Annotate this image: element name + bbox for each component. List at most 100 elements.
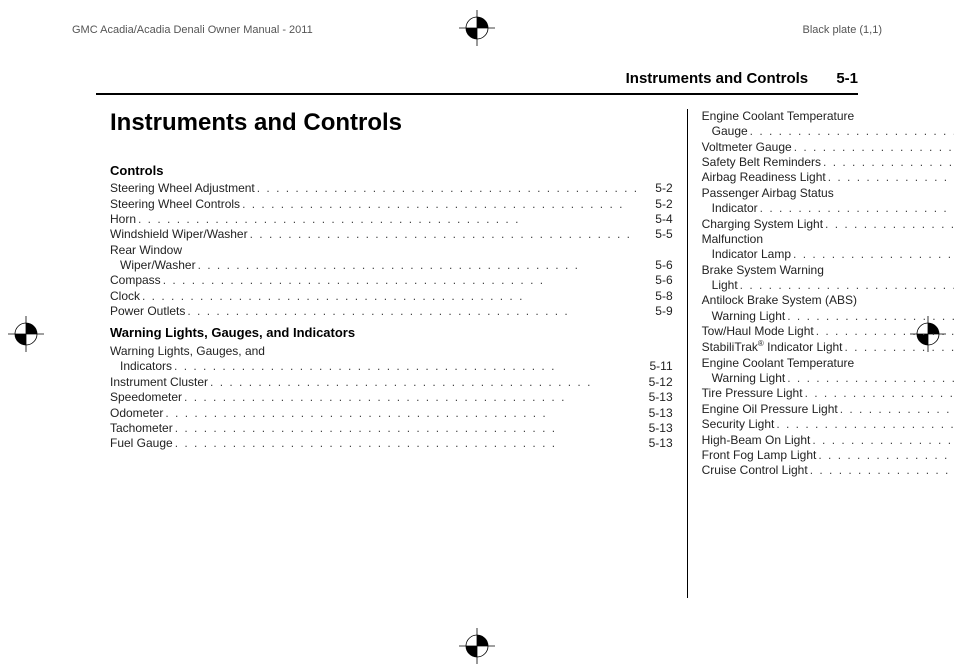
toc-entry: Gauge . . . . . . . . . . . . . . . . . …: [702, 124, 954, 139]
toc-leader-dots: . . . . . . . . . . . . . . . . . . . . …: [165, 406, 638, 421]
toc-label: Indicator Lamp: [712, 247, 791, 262]
toc-label: Malfunction: [702, 232, 763, 247]
toc-entry: Power Outlets . . . . . . . . . . . . . …: [110, 304, 673, 319]
toc-leader-dots: . . . . . . . . . . . . . . . . . . . . …: [828, 170, 954, 185]
toc-leader-dots: . . . . . . . . . . . . . . . . . . . . …: [187, 304, 638, 319]
toc-leader-dots: . . . . . . . . . . . . . . . . . . . . …: [750, 124, 954, 139]
toc-page: 5-6: [641, 273, 673, 288]
toc-leader-dots: . . . . . . . . . . . . . . . . . . . . …: [198, 258, 639, 273]
toc-label: Warning Lights, Gauges, and: [110, 344, 265, 359]
running-head: Instruments and Controls 5-1: [96, 70, 858, 95]
toc-entry: Tow/Haul Mode Light . . . . . . . . . . …: [702, 324, 954, 339]
toc-entry: Horn . . . . . . . . . . . . . . . . . .…: [110, 212, 673, 227]
registration-mark-bottom: [459, 628, 495, 664]
toc-leader-dots: . . . . . . . . . . . . . . . . . . . . …: [793, 247, 954, 262]
toc-label: Fuel Gauge: [110, 436, 173, 451]
toc-label: Safety Belt Reminders: [702, 155, 821, 170]
toc-label: Light: [712, 278, 738, 293]
toc-label: Security Light: [702, 417, 775, 432]
toc-entry: Warning Light . . . . . . . . . . . . . …: [702, 309, 954, 324]
toc-entry: Tire Pressure Light . . . . . . . . . . …: [702, 386, 954, 401]
toc-label: Antilock Brake System (ABS): [702, 293, 857, 308]
toc-entry: Odometer . . . . . . . . . . . . . . . .…: [110, 406, 673, 421]
toc-label: Steering Wheel Adjustment: [110, 181, 255, 196]
toc-entry: Safety Belt Reminders . . . . . . . . . …: [702, 155, 954, 170]
columns: Instruments and Controls ControlsSteerin…: [96, 109, 858, 598]
toc-entry: Tachometer . . . . . . . . . . . . . . .…: [110, 421, 673, 436]
toc-leader-dots: . . . . . . . . . . . . . . . . . . . . …: [818, 448, 954, 463]
toc-page: 5-4: [641, 212, 673, 227]
toc-page: 5-9: [641, 304, 673, 319]
toc-label: Odometer: [110, 406, 163, 421]
toc-entry: High-Beam On Light . . . . . . . . . . .…: [702, 433, 954, 448]
toc-entry: Fuel Gauge . . . . . . . . . . . . . . .…: [110, 436, 673, 451]
toc-leader-dots: . . . . . . . . . . . . . . . . . . . . …: [210, 375, 639, 390]
toc-leader-dots: . . . . . . . . . . . . . . . . . . . . …: [142, 289, 639, 304]
toc-page: 5-13: [641, 390, 673, 405]
toc-entry: Wiper/Washer . . . . . . . . . . . . . .…: [110, 258, 673, 273]
toc-page: 5-11: [641, 359, 673, 374]
toc-label: Wiper/Washer: [120, 258, 196, 273]
toc-entry: Malfunction: [702, 232, 954, 247]
toc-entry: Voltmeter Gauge . . . . . . . . . . . . …: [702, 140, 954, 155]
toc-page: 5-6: [641, 258, 673, 273]
toc-leader-dots: . . . . . . . . . . . . . . . . . . . . …: [840, 402, 954, 417]
chapter-title: Instruments and Controls: [110, 109, 673, 137]
toc-section-heading: Controls: [110, 163, 673, 180]
toc-entry: Antilock Brake System (ABS): [702, 293, 954, 308]
toc-leader-dots: . . . . . . . . . . . . . . . . . . . . …: [175, 421, 639, 436]
toc-label: Engine Oil Pressure Light: [702, 402, 838, 417]
toc-leader-dots: . . . . . . . . . . . . . . . . . . . . …: [812, 433, 954, 448]
toc-label: High-Beam On Light: [702, 433, 811, 448]
toc-leader-dots: . . . . . . . . . . . . . . . . . . . . …: [794, 140, 954, 155]
toc-leader-dots: . . . . . . . . . . . . . . . . . . . . …: [740, 278, 954, 293]
toc-label: Engine Coolant Temperature: [702, 356, 855, 371]
toc-leader-dots: . . . . . . . . . . . . . . . . . . . . …: [174, 359, 639, 374]
toc-entry: Light . . . . . . . . . . . . . . . . . …: [702, 278, 954, 293]
toc-leader-dots: . . . . . . . . . . . . . . . . . . . . …: [184, 390, 639, 405]
toc-entry: Indicator . . . . . . . . . . . . . . . …: [702, 201, 954, 216]
toc-page: 5-2: [641, 181, 673, 196]
toc-label: Compass: [110, 273, 161, 288]
toc-entry: Airbag Readiness Light . . . . . . . . .…: [702, 170, 954, 185]
toc-entry: Engine Coolant Temperature: [702, 109, 954, 124]
toc-entry: Windshield Wiper/Washer . . . . . . . . …: [110, 227, 673, 242]
toc-entry: Clock . . . . . . . . . . . . . . . . . …: [110, 289, 673, 304]
toc-entry: Charging System Light . . . . . . . . . …: [702, 217, 954, 232]
toc-label: Gauge: [712, 124, 748, 139]
toc-label: Horn: [110, 212, 136, 227]
plate-info: Black plate (1,1): [803, 24, 882, 36]
toc-page: 5-13: [641, 406, 673, 421]
toc-label: Cruise Control Light: [702, 463, 808, 478]
toc-label: Warning Light: [712, 371, 786, 386]
column-1: Instruments and Controls ControlsSteerin…: [96, 109, 687, 598]
registration-mark-left: [8, 316, 44, 352]
toc-page: 5-13: [641, 421, 673, 436]
running-section: Instruments and Controls: [626, 70, 809, 87]
toc-entry: Steering Wheel Controls . . . . . . . . …: [110, 197, 673, 212]
toc-entry: Rear Window: [110, 243, 673, 258]
toc-entry: Brake System Warning: [702, 263, 954, 278]
toc-label: Brake System Warning: [702, 263, 824, 278]
column-2: Engine Coolant TemperatureGauge . . . . …: [687, 109, 954, 598]
toc-leader-dots: . . . . . . . . . . . . . . . . . . . . …: [760, 201, 954, 216]
toc-label: Steering Wheel Controls: [110, 197, 240, 212]
toc-page: 5-2: [641, 197, 673, 212]
toc-leader-dots: . . . . . . . . . . . . . . . . . . . . …: [810, 463, 954, 478]
toc-leader-dots: . . . . . . . . . . . . . . . . . . . . …: [845, 340, 954, 355]
toc-leader-dots: . . . . . . . . . . . . . . . . . . . . …: [250, 227, 639, 242]
toc-leader-dots: . . . . . . . . . . . . . . . . . . . . …: [257, 181, 639, 196]
toc-entry: Passenger Airbag Status: [702, 186, 954, 201]
toc-entry: Steering Wheel Adjustment . . . . . . . …: [110, 181, 673, 196]
toc-label: Voltmeter Gauge: [702, 140, 792, 155]
toc-entry: Speedometer . . . . . . . . . . . . . . …: [110, 390, 673, 405]
manual-title: GMC Acadia/Acadia Denali Owner Manual - …: [72, 24, 313, 36]
toc-entry: Front Fog Lamp Light . . . . . . . . . .…: [702, 448, 954, 463]
toc-entry: Indicators . . . . . . . . . . . . . . .…: [110, 359, 673, 374]
toc-leader-dots: . . . . . . . . . . . . . . . . . . . . …: [175, 436, 639, 451]
toc-entry: Instrument Cluster . . . . . . . . . . .…: [110, 375, 673, 390]
toc-page: 5-8: [641, 289, 673, 304]
toc-entry: Engine Oil Pressure Light . . . . . . . …: [702, 402, 954, 417]
toc-entry: Warning Light . . . . . . . . . . . . . …: [702, 371, 954, 386]
toc-leader-dots: . . . . . . . . . . . . . . . . . . . . …: [825, 217, 954, 232]
